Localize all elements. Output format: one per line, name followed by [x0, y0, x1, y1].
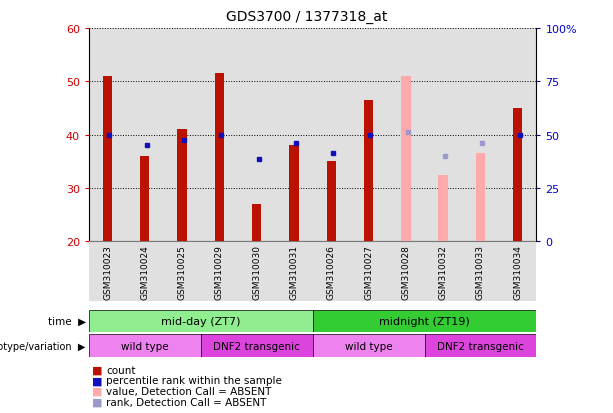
Bar	[140, 157, 150, 242]
Bar	[401, 77, 411, 242]
Text: rank, Detection Call = ABSENT: rank, Detection Call = ABSENT	[106, 397, 267, 407]
Bar	[424, 335, 536, 357]
Bar	[313, 29, 350, 242]
Bar	[499, 29, 536, 242]
Text: wild type: wild type	[345, 341, 392, 351]
Bar	[126, 29, 164, 242]
Text: time  ▶: time ▶	[48, 316, 86, 326]
Text: GSM310027: GSM310027	[364, 244, 373, 299]
Bar	[201, 242, 238, 301]
Bar	[201, 335, 313, 357]
Text: value, Detection Call = ABSENT: value, Detection Call = ABSENT	[106, 386, 272, 396]
Bar	[313, 242, 350, 301]
Text: GDS3700 / 1377318_at: GDS3700 / 1377318_at	[226, 10, 387, 24]
Bar	[313, 310, 536, 332]
Bar	[476, 154, 485, 242]
Bar	[177, 130, 187, 242]
Text: count: count	[106, 365, 135, 375]
Text: DNF2 transgenic: DNF2 transgenic	[213, 341, 300, 351]
Bar	[387, 29, 425, 242]
Text: GSM310026: GSM310026	[327, 244, 336, 299]
Text: ■: ■	[92, 365, 102, 375]
Text: genotype/variation  ▶: genotype/variation ▶	[0, 341, 86, 351]
Bar	[364, 101, 373, 242]
Text: ■: ■	[92, 386, 102, 396]
Bar	[164, 242, 200, 301]
Text: mid-day (ZT7): mid-day (ZT7)	[161, 316, 240, 326]
Bar	[275, 29, 313, 242]
Text: GSM310031: GSM310031	[289, 244, 299, 299]
Bar	[238, 242, 275, 301]
Bar	[425, 29, 462, 242]
Bar	[275, 242, 313, 301]
Text: GSM310029: GSM310029	[215, 244, 224, 299]
Bar	[164, 29, 201, 242]
Text: GSM310030: GSM310030	[252, 244, 261, 299]
Bar	[424, 242, 462, 301]
Text: GSM310032: GSM310032	[439, 244, 447, 299]
Text: GSM310024: GSM310024	[140, 244, 150, 299]
Bar	[438, 175, 448, 242]
Bar	[462, 29, 499, 242]
Bar	[89, 335, 201, 357]
Bar	[350, 242, 387, 301]
Text: ■: ■	[92, 375, 102, 385]
Bar	[103, 77, 112, 242]
Bar	[289, 146, 299, 242]
Bar	[252, 204, 261, 242]
Bar	[327, 162, 336, 242]
Text: GSM310033: GSM310033	[476, 244, 485, 299]
Bar	[238, 29, 275, 242]
Bar	[201, 29, 238, 242]
Text: wild type: wild type	[121, 341, 169, 351]
Bar	[313, 335, 424, 357]
Text: percentile rank within the sample: percentile rank within the sample	[106, 375, 282, 385]
Bar	[89, 242, 126, 301]
Text: GSM310023: GSM310023	[103, 244, 112, 299]
Text: GSM310025: GSM310025	[178, 244, 186, 299]
Text: DNF2 transgenic: DNF2 transgenic	[437, 341, 524, 351]
Bar	[513, 109, 522, 242]
Bar	[89, 29, 126, 242]
Text: GSM310028: GSM310028	[402, 244, 410, 299]
Bar	[462, 242, 499, 301]
Bar	[89, 310, 313, 332]
Bar	[215, 74, 224, 242]
Bar	[350, 29, 387, 242]
Text: midnight (ZT19): midnight (ZT19)	[379, 316, 470, 326]
Text: ■: ■	[92, 397, 102, 407]
Text: GSM310034: GSM310034	[513, 244, 522, 299]
Bar	[126, 242, 164, 301]
Bar	[387, 242, 424, 301]
Bar	[499, 242, 536, 301]
